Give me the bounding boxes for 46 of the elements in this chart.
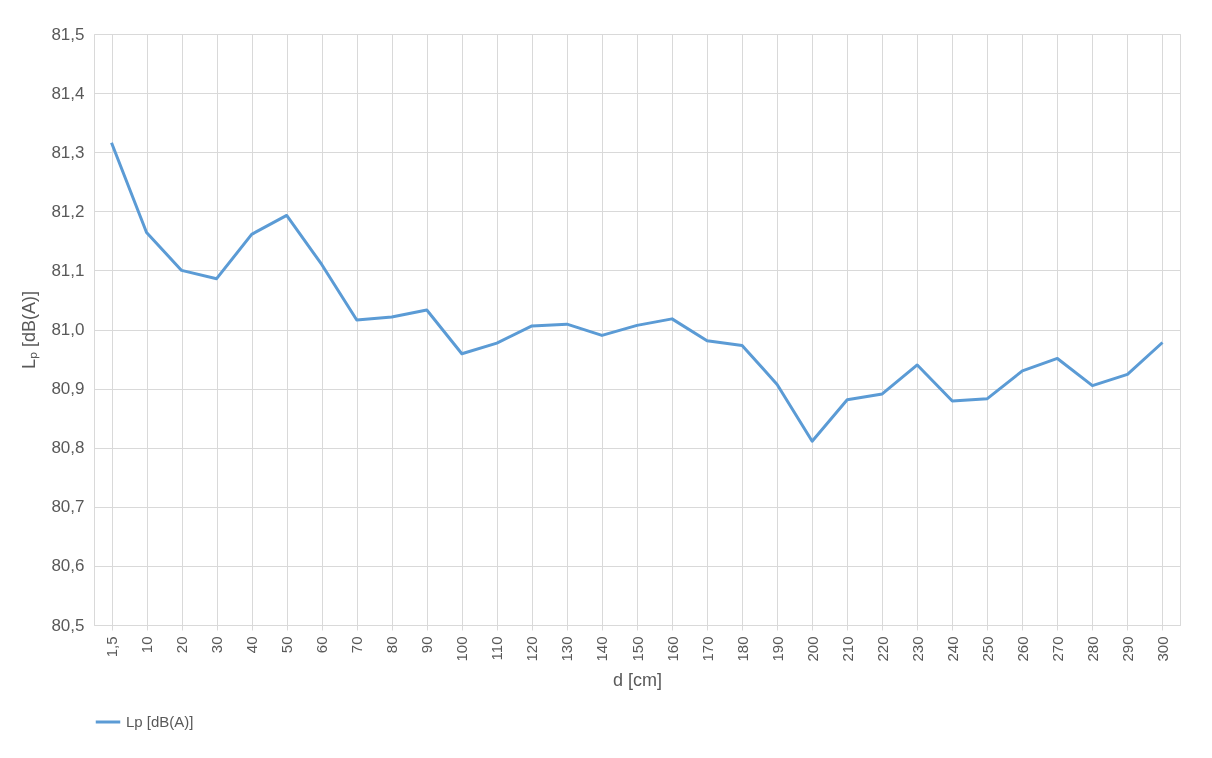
- x-tick-label: 300: [1153, 636, 1171, 662]
- x-tick-label: 240: [943, 636, 961, 662]
- x-tick-label: 280: [1083, 636, 1101, 662]
- x-tick-label: 70: [348, 636, 366, 654]
- x-tick-label: 40: [243, 636, 261, 654]
- x-tick-label: 120: [523, 636, 541, 662]
- y-tick-label: 81,2: [51, 201, 85, 221]
- y-tick-label: 80,8: [51, 438, 85, 458]
- x-tick-label: 260: [1013, 636, 1031, 662]
- x-tick-label: 250: [978, 636, 996, 662]
- x-tick-label: 210: [838, 636, 856, 662]
- x-tick-label: 290: [1118, 636, 1136, 662]
- y-tick-label: 80,6: [51, 556, 85, 576]
- y-tick-label: 80,7: [51, 497, 85, 517]
- x-tick-label: 130: [558, 636, 576, 662]
- legend-label: Lp [dB(A)]: [126, 713, 194, 730]
- x-tick-label: 180: [733, 636, 751, 662]
- x-tick-label: 30: [208, 636, 226, 654]
- y-tick-label: 81,4: [51, 83, 85, 103]
- x-tick-label: 200: [803, 636, 821, 662]
- x-tick-label: 160: [663, 636, 681, 662]
- x-tick-label: 190: [768, 636, 786, 662]
- line-series: [110, 141, 1164, 443]
- x-tick-label: 10: [138, 636, 156, 654]
- x-tick-label: 60: [313, 636, 331, 654]
- y-tick-label: 81,5: [51, 24, 85, 44]
- x-tick-label: 170: [698, 636, 716, 662]
- y-tick-label: 81,1: [51, 260, 85, 280]
- x-tick-label: 80: [383, 636, 401, 654]
- x-tick-label: 110: [488, 636, 506, 661]
- y-axis-title: Lₚ [dB(A)]: [19, 290, 41, 370]
- y-tick-label: 80,9: [51, 379, 85, 399]
- x-axis-title: d [cm]: [612, 669, 663, 690]
- x-tick-label: 1,5: [103, 636, 121, 658]
- x-tick-label: 150: [628, 636, 646, 662]
- x-tick-label: 140: [593, 636, 611, 662]
- y-tick-label: 81,0: [51, 320, 85, 339]
- x-tick-label: 90: [418, 636, 436, 654]
- x-tick-label: 230: [908, 636, 926, 662]
- x-tick-label: 220: [873, 636, 891, 662]
- x-tick-label: 100: [453, 636, 471, 662]
- x-tick-label: 20: [173, 636, 191, 654]
- y-tick-label: 81,3: [51, 142, 85, 162]
- x-tick-label: 50: [278, 636, 296, 654]
- x-tick-label: 270: [1048, 636, 1066, 662]
- y-tick-label: 80,5: [51, 615, 85, 635]
